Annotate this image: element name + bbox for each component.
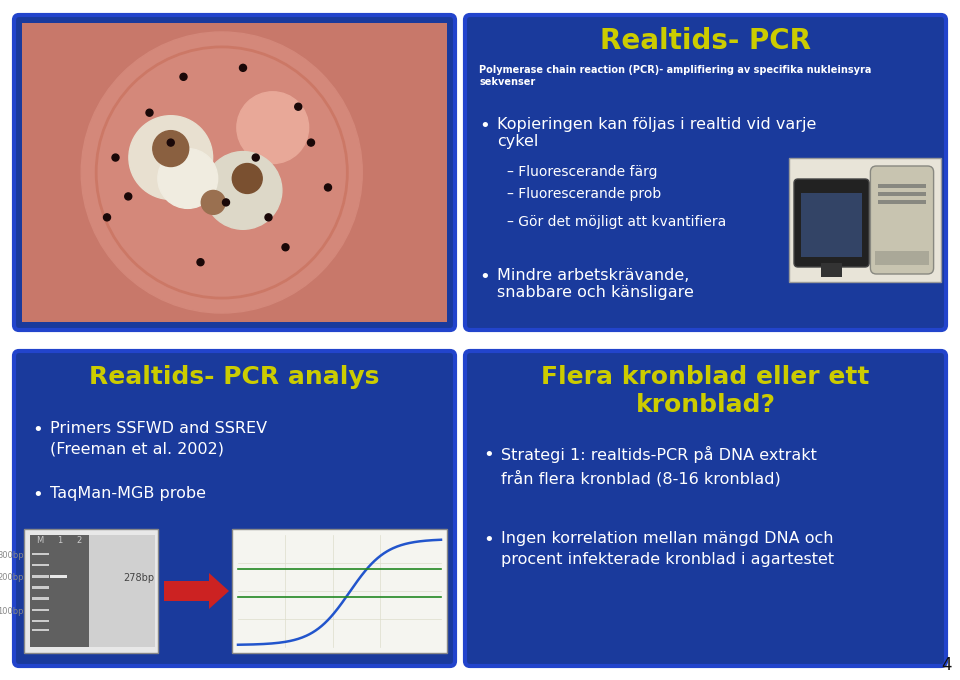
Polygon shape: [209, 573, 229, 609]
FancyBboxPatch shape: [465, 15, 946, 330]
Text: •: •: [32, 421, 43, 439]
Circle shape: [239, 65, 247, 71]
Circle shape: [324, 184, 331, 191]
FancyBboxPatch shape: [878, 184, 925, 188]
Text: •: •: [479, 117, 490, 135]
Text: 100bp: 100bp: [0, 607, 24, 615]
Text: •: •: [32, 486, 43, 504]
FancyBboxPatch shape: [32, 620, 49, 622]
Text: – Gör det möjligt att kvantifiera: – Gör det möjligt att kvantifiera: [507, 215, 727, 229]
Circle shape: [252, 154, 259, 161]
Text: •: •: [479, 268, 490, 286]
Text: Mindre arbetskrävande,
snabbare och känsligare: Mindre arbetskrävande, snabbare och käns…: [497, 268, 694, 301]
Text: 278bp: 278bp: [124, 573, 155, 583]
Circle shape: [197, 258, 204, 266]
Circle shape: [157, 149, 218, 208]
Circle shape: [167, 139, 175, 146]
Circle shape: [307, 139, 315, 146]
FancyBboxPatch shape: [789, 158, 941, 282]
FancyBboxPatch shape: [878, 192, 925, 196]
FancyBboxPatch shape: [32, 564, 49, 566]
FancyBboxPatch shape: [32, 586, 49, 589]
FancyBboxPatch shape: [801, 193, 862, 257]
Text: •: •: [483, 446, 493, 464]
Text: TaqMan-MGB probe: TaqMan-MGB probe: [50, 486, 206, 501]
FancyBboxPatch shape: [465, 351, 946, 666]
Circle shape: [153, 131, 189, 167]
Text: Polymerase chain reaction (PCR)- amplifiering av specifika nukleinsyra
sekvenser: Polymerase chain reaction (PCR)- amplifi…: [479, 65, 872, 86]
FancyBboxPatch shape: [32, 598, 49, 600]
Text: Primers SSFWD and SSREV
(Freeman et al. 2002): Primers SSFWD and SSREV (Freeman et al. …: [50, 421, 267, 457]
Circle shape: [265, 214, 272, 221]
Text: Strategi 1: realtids-PCR på DNA extrakt
från flera kronblad (8-16 kronblad): Strategi 1: realtids-PCR på DNA extrakt …: [501, 446, 817, 486]
FancyBboxPatch shape: [232, 529, 447, 653]
FancyBboxPatch shape: [14, 351, 455, 666]
Text: 200bp: 200bp: [0, 573, 24, 582]
Text: Realtids- PCR: Realtids- PCR: [600, 27, 811, 55]
FancyBboxPatch shape: [794, 179, 869, 267]
FancyBboxPatch shape: [32, 629, 49, 631]
Text: •: •: [483, 531, 493, 549]
Circle shape: [129, 116, 212, 199]
FancyBboxPatch shape: [821, 263, 842, 277]
Text: 4: 4: [942, 656, 952, 674]
FancyBboxPatch shape: [30, 535, 88, 647]
Text: Flera kronblad eller ett
kronblad?: Flera kronblad eller ett kronblad?: [541, 365, 870, 417]
FancyBboxPatch shape: [32, 575, 49, 577]
Text: Realtids- PCR analys: Realtids- PCR analys: [89, 365, 380, 389]
Text: Ingen korrelation mellan mängd DNA och
procent infekterade kronblad i agartestet: Ingen korrelation mellan mängd DNA och p…: [501, 531, 834, 567]
Circle shape: [232, 163, 262, 193]
FancyBboxPatch shape: [878, 200, 925, 204]
Circle shape: [180, 73, 187, 80]
FancyBboxPatch shape: [876, 251, 928, 265]
FancyBboxPatch shape: [88, 535, 155, 647]
FancyBboxPatch shape: [14, 15, 455, 330]
Text: Kopieringen kan följas i realtid vid varje
cykel: Kopieringen kan följas i realtid vid var…: [497, 117, 816, 150]
Circle shape: [295, 103, 301, 110]
Circle shape: [202, 190, 226, 214]
Text: – Fluorescerande prob: – Fluorescerande prob: [507, 187, 661, 201]
FancyBboxPatch shape: [24, 529, 158, 653]
Circle shape: [112, 154, 119, 161]
Circle shape: [104, 214, 110, 221]
Circle shape: [125, 193, 132, 200]
Text: M: M: [36, 536, 43, 545]
Circle shape: [204, 152, 282, 229]
Text: 1: 1: [57, 536, 61, 545]
FancyBboxPatch shape: [871, 166, 933, 274]
Circle shape: [223, 199, 229, 206]
Text: – Fluorescerande färg: – Fluorescerande färg: [507, 165, 658, 179]
FancyBboxPatch shape: [22, 23, 447, 322]
Circle shape: [82, 32, 362, 313]
FancyBboxPatch shape: [32, 553, 49, 555]
Text: 2: 2: [76, 536, 82, 545]
Text: 300bp: 300bp: [0, 551, 24, 560]
Circle shape: [282, 243, 289, 251]
Circle shape: [237, 92, 308, 163]
FancyBboxPatch shape: [32, 609, 49, 611]
FancyBboxPatch shape: [164, 581, 209, 601]
Circle shape: [146, 109, 153, 116]
FancyBboxPatch shape: [51, 575, 67, 577]
